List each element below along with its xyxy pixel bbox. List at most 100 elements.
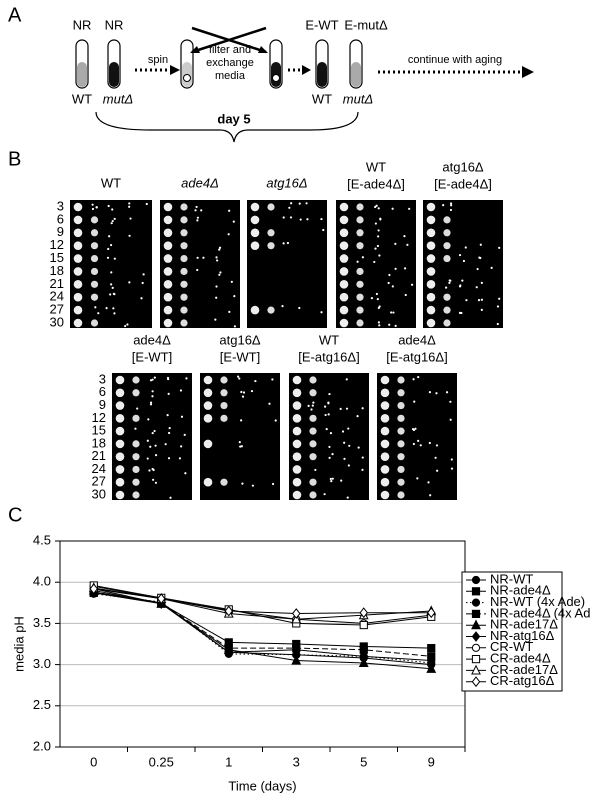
series-line: [93, 588, 432, 615]
marker: [224, 646, 233, 658]
tube-label: E-mutΔ: [344, 17, 388, 32]
colony: [435, 392, 438, 395]
legend-label: NR-WT (4x Ade): [490, 594, 585, 609]
colony-spot: [380, 477, 390, 487]
colony: [449, 202, 453, 205]
plate-title: ade4Δ: [398, 332, 436, 347]
colony: [450, 204, 453, 207]
colony-spot: [132, 491, 140, 499]
colony: [240, 419, 243, 422]
colony: [228, 209, 231, 212]
colony-spot: [292, 426, 302, 436]
colony: [282, 216, 285, 219]
colony-spot: [356, 267, 364, 276]
tubes: [75, 39, 363, 89]
colony: [109, 293, 112, 296]
series-line: [93, 588, 432, 661]
arrowhead: [302, 65, 311, 75]
colony: [168, 426, 171, 430]
colony: [429, 494, 432, 497]
colony: [480, 298, 483, 301]
colony-spot: [115, 388, 125, 398]
colony-spot: [339, 318, 349, 328]
colony: [343, 457, 346, 460]
colony: [449, 418, 452, 421]
colony-spot: [90, 254, 99, 263]
series-line: [93, 585, 432, 626]
step-label: exchange: [206, 57, 254, 69]
colony: [271, 378, 274, 381]
colony: [298, 202, 301, 205]
colony: [128, 234, 131, 237]
colony: [448, 281, 451, 284]
colony: [394, 324, 397, 327]
colony-spot: [163, 202, 173, 212]
colony-spot: [73, 241, 83, 250]
colony-spot: [339, 267, 349, 276]
colony: [445, 286, 448, 289]
colony: [498, 297, 501, 300]
colony-spot: [163, 228, 173, 238]
tube-label: NR: [105, 17, 124, 32]
colony: [327, 401, 330, 404]
exchange-arrows: [191, 26, 267, 54]
plate: [200, 373, 280, 500]
marker: [291, 654, 302, 665]
colony: [414, 427, 417, 430]
colony-spot: [426, 305, 436, 315]
colony: [91, 203, 94, 206]
colony: [392, 311, 395, 314]
colony-spot: [267, 203, 275, 211]
colony-spot: [356, 319, 364, 327]
colony: [343, 441, 346, 444]
colony: [128, 202, 131, 205]
colony: [196, 268, 199, 272]
colony-spot: [163, 318, 173, 328]
legend-label: CR-ade4Δ: [490, 651, 551, 666]
colony-spot: [426, 267, 436, 276]
day-label: 6: [99, 384, 106, 399]
plate-title: [E-WT]: [132, 349, 172, 364]
colony: [238, 377, 241, 380]
arrowhead: [522, 66, 534, 78]
colony: [109, 243, 113, 247]
legend-label: CR-ade17Δ: [490, 662, 558, 677]
y-tick-label: 3.0: [33, 656, 51, 671]
colony-spot: [250, 305, 260, 315]
colony-spot: [356, 280, 364, 288]
colony: [403, 235, 406, 238]
marker: [89, 583, 98, 595]
day-label: 12: [92, 410, 106, 425]
colony: [314, 468, 317, 472]
colony-spot: [309, 427, 317, 435]
colony: [151, 390, 154, 393]
colony: [450, 458, 453, 461]
colony: [406, 243, 409, 246]
day-label: 30: [92, 486, 106, 501]
colony-spot: [132, 414, 140, 422]
colony: [289, 216, 293, 219]
marker: [471, 676, 481, 688]
colony-spot: [203, 401, 213, 410]
colony-spot: [203, 375, 213, 385]
step-label: filter and: [209, 44, 251, 56]
tube-label: NR: [73, 17, 92, 32]
plate: [112, 373, 192, 500]
colony: [134, 427, 137, 430]
marker: [292, 608, 301, 619]
colony: [129, 217, 132, 220]
colony-spot: [115, 465, 125, 474]
colony: [356, 260, 359, 263]
colony: [328, 456, 331, 459]
colony-spot: [397, 427, 405, 435]
colony-spot: [339, 305, 349, 315]
colony: [339, 407, 342, 410]
colony: [168, 431, 171, 435]
colony: [345, 378, 348, 381]
marker: [471, 609, 481, 618]
colony: [331, 453, 334, 456]
colony-spot: [203, 414, 213, 423]
colony: [254, 379, 257, 383]
colony: [184, 472, 187, 475]
x-tick-label: 1: [225, 754, 232, 769]
